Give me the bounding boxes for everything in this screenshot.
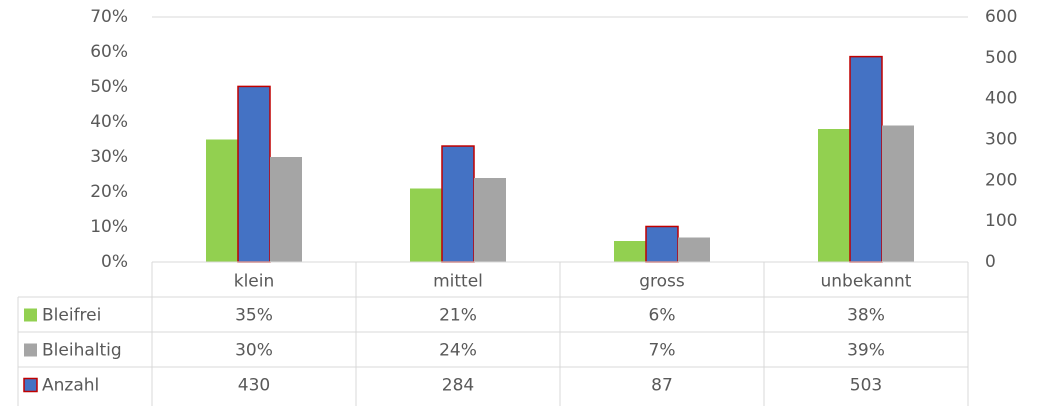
y2-tick-label: 100 bbox=[985, 211, 1017, 231]
table-cell: 284 bbox=[442, 376, 474, 396]
y-tick-label: 10% bbox=[90, 217, 128, 237]
table-cell: 24% bbox=[439, 341, 477, 361]
y2-tick-label: 400 bbox=[985, 89, 1017, 109]
bar bbox=[645, 225, 679, 263]
y-tick-label: 0% bbox=[101, 252, 128, 272]
bar bbox=[818, 129, 850, 262]
table-cell: 38% bbox=[847, 306, 885, 326]
legend-key bbox=[23, 377, 38, 393]
table-cell: 6% bbox=[649, 306, 676, 326]
legend-key bbox=[24, 308, 37, 322]
table-cell: 87 bbox=[651, 376, 673, 396]
x-tick-label: unbekannt bbox=[821, 272, 912, 292]
table-cell: 503 bbox=[850, 376, 882, 396]
table-cell: 30% bbox=[235, 341, 273, 361]
legend-label: Anzahl bbox=[42, 376, 99, 396]
bar bbox=[849, 55, 883, 263]
y-tick-label: 40% bbox=[90, 112, 128, 132]
x-tick-label: klein bbox=[234, 272, 275, 292]
bar bbox=[410, 188, 442, 262]
table-cell: 430 bbox=[238, 376, 270, 396]
y-tick-label: 70% bbox=[90, 7, 128, 27]
y2-tick-label: 0 bbox=[985, 252, 996, 272]
bar bbox=[882, 125, 914, 262]
y-tick-label: 20% bbox=[90, 182, 128, 202]
y2-tick-label: 600 bbox=[985, 7, 1017, 27]
y2-tick-label: 300 bbox=[985, 130, 1017, 150]
bar bbox=[270, 157, 302, 262]
y-tick-label: 50% bbox=[90, 77, 128, 97]
bar bbox=[441, 145, 475, 263]
y-tick-label: 60% bbox=[90, 42, 128, 62]
y-tick-label: 30% bbox=[90, 147, 128, 167]
table-cell: 39% bbox=[847, 341, 885, 361]
bar bbox=[614, 241, 646, 262]
table-cell: 35% bbox=[235, 306, 273, 326]
bar bbox=[206, 139, 238, 262]
legend-label: Bleifrei bbox=[42, 306, 101, 326]
legend-key bbox=[24, 343, 37, 357]
bar bbox=[237, 85, 271, 263]
y2-tick-label: 500 bbox=[985, 48, 1017, 68]
bar bbox=[474, 178, 506, 262]
legend-label: Bleihaltig bbox=[42, 341, 122, 361]
x-tick-label: mittel bbox=[433, 272, 483, 292]
y2-tick-label: 200 bbox=[985, 170, 1017, 190]
x-tick-label: gross bbox=[639, 272, 685, 292]
table-cell: 21% bbox=[439, 306, 477, 326]
table-cell: 7% bbox=[649, 341, 676, 361]
bar bbox=[678, 237, 710, 262]
